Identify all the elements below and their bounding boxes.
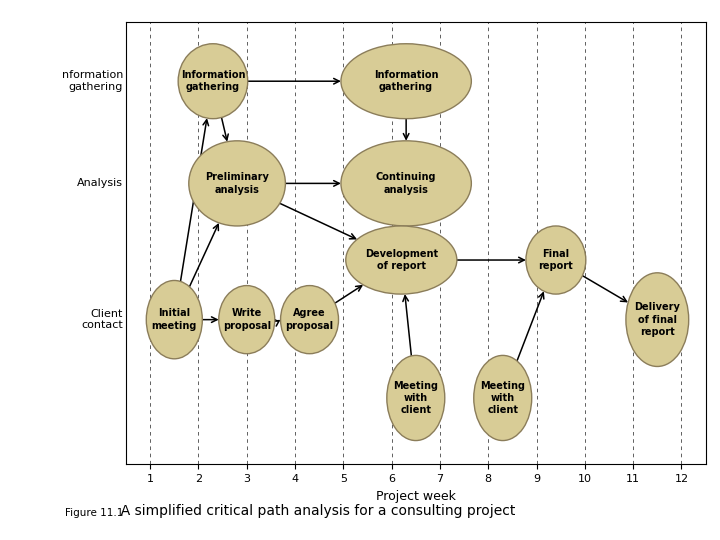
FancyArrowPatch shape bbox=[401, 219, 407, 226]
Ellipse shape bbox=[387, 355, 445, 441]
Text: Information
gathering: Information gathering bbox=[374, 70, 438, 92]
Ellipse shape bbox=[146, 280, 202, 359]
FancyArrowPatch shape bbox=[189, 225, 218, 287]
Text: Meeting
with
client: Meeting with client bbox=[393, 381, 438, 415]
Text: Continuing
analysis: Continuing analysis bbox=[376, 172, 436, 194]
FancyArrowPatch shape bbox=[517, 293, 544, 361]
Text: Analysis: Analysis bbox=[77, 178, 123, 188]
Text: Client
contact: Client contact bbox=[81, 309, 123, 330]
Ellipse shape bbox=[281, 286, 338, 354]
Text: Agree
proposal: Agree proposal bbox=[285, 308, 333, 331]
Ellipse shape bbox=[526, 226, 586, 294]
Text: Final
report: Final report bbox=[539, 249, 573, 271]
FancyArrowPatch shape bbox=[582, 275, 626, 302]
Ellipse shape bbox=[346, 226, 457, 294]
FancyArrowPatch shape bbox=[202, 317, 217, 322]
FancyArrowPatch shape bbox=[457, 257, 524, 263]
Text: Write
proposal: Write proposal bbox=[222, 308, 271, 331]
FancyArrowPatch shape bbox=[273, 320, 279, 326]
Text: Development
of report: Development of report bbox=[365, 249, 438, 271]
Text: nformation
gathering: nformation gathering bbox=[62, 70, 123, 92]
FancyArrowPatch shape bbox=[181, 120, 209, 281]
Ellipse shape bbox=[178, 44, 248, 119]
FancyArrowPatch shape bbox=[403, 119, 409, 139]
Ellipse shape bbox=[341, 44, 472, 119]
Ellipse shape bbox=[626, 273, 689, 367]
FancyArrowPatch shape bbox=[248, 78, 339, 84]
Text: Meeting
with
client: Meeting with client bbox=[480, 381, 526, 415]
Ellipse shape bbox=[219, 286, 275, 354]
FancyArrowPatch shape bbox=[222, 118, 228, 140]
Text: Initial
meeting: Initial meeting bbox=[152, 308, 197, 331]
Text: Information
gathering: Information gathering bbox=[181, 70, 246, 92]
FancyArrowPatch shape bbox=[403, 296, 411, 356]
Ellipse shape bbox=[474, 355, 531, 441]
Text: Figure 11.1: Figure 11.1 bbox=[65, 508, 123, 518]
Text: Preliminary
analysis: Preliminary analysis bbox=[205, 172, 269, 194]
FancyArrowPatch shape bbox=[335, 286, 361, 303]
FancyArrowPatch shape bbox=[280, 204, 356, 239]
Text: A simplified critical path analysis for a consulting project: A simplified critical path analysis for … bbox=[112, 504, 515, 518]
Ellipse shape bbox=[341, 141, 472, 226]
Ellipse shape bbox=[189, 141, 285, 226]
X-axis label: Project week: Project week bbox=[376, 490, 456, 503]
FancyArrowPatch shape bbox=[285, 180, 339, 186]
Text: Delivery
of final
report: Delivery of final report bbox=[634, 302, 680, 337]
